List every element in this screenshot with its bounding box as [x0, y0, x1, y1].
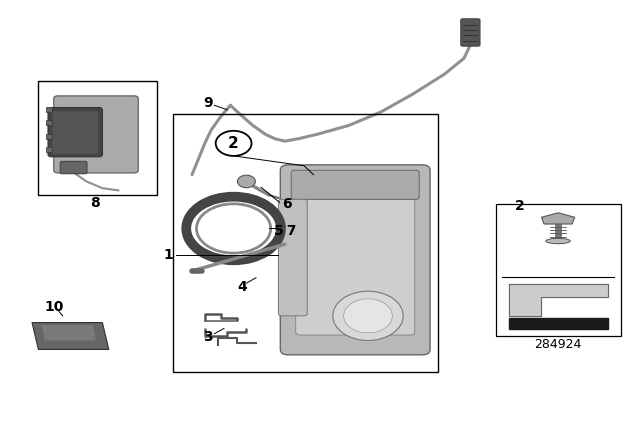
- Text: 284924: 284924: [534, 338, 582, 352]
- Bar: [46, 107, 52, 112]
- Polygon shape: [509, 318, 608, 329]
- Polygon shape: [32, 323, 109, 349]
- FancyBboxPatch shape: [278, 199, 307, 316]
- Bar: [38, 81, 157, 195]
- Circle shape: [237, 175, 255, 188]
- Bar: [46, 134, 52, 139]
- Polygon shape: [42, 325, 96, 340]
- Bar: [173, 114, 438, 372]
- Text: 6: 6: [282, 197, 292, 211]
- Circle shape: [333, 291, 403, 340]
- FancyBboxPatch shape: [291, 170, 419, 199]
- Text: 10: 10: [45, 300, 64, 314]
- Text: 2: 2: [515, 199, 525, 213]
- FancyBboxPatch shape: [48, 108, 102, 157]
- Text: 7: 7: [282, 224, 296, 238]
- Bar: [46, 147, 52, 152]
- FancyBboxPatch shape: [52, 112, 98, 154]
- Text: 3: 3: [203, 330, 213, 344]
- Bar: [496, 204, 621, 336]
- FancyBboxPatch shape: [54, 96, 138, 173]
- Text: 5: 5: [273, 224, 284, 238]
- Polygon shape: [509, 284, 608, 316]
- Text: 9: 9: [203, 96, 213, 110]
- FancyBboxPatch shape: [60, 161, 87, 174]
- Circle shape: [216, 131, 252, 156]
- Polygon shape: [541, 213, 575, 224]
- Text: 8: 8: [90, 196, 100, 210]
- Text: 1: 1: [163, 248, 173, 263]
- FancyBboxPatch shape: [280, 165, 430, 355]
- Text: 4: 4: [237, 280, 247, 294]
- Ellipse shape: [546, 238, 570, 244]
- Bar: [46, 120, 52, 125]
- Text: 2: 2: [228, 136, 239, 151]
- FancyBboxPatch shape: [296, 185, 415, 335]
- Circle shape: [344, 299, 392, 333]
- FancyBboxPatch shape: [461, 19, 480, 46]
